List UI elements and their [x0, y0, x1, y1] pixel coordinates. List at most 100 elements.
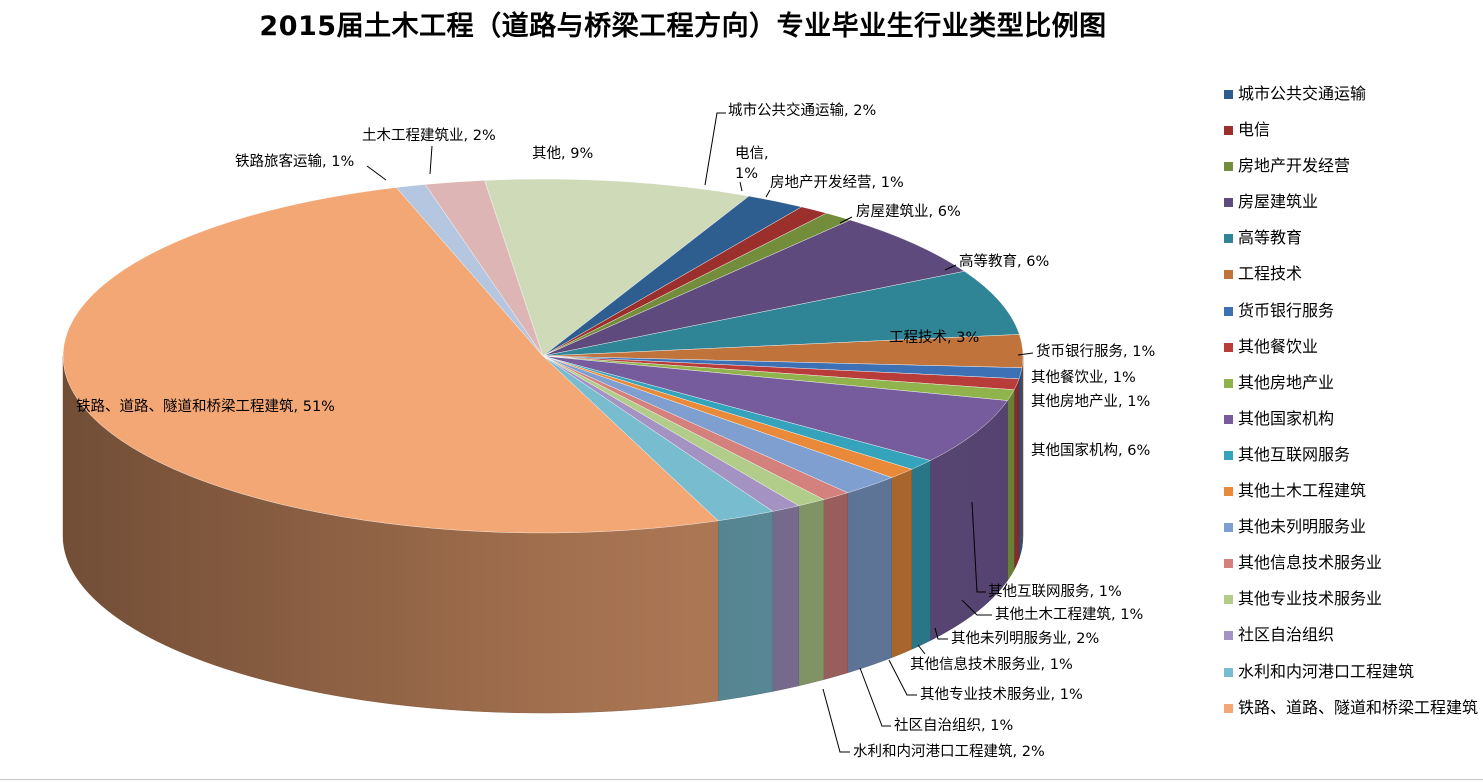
- legend-item: 其他土木工程建筑: [1224, 481, 1479, 517]
- legend-item: 其他互联网服务: [1224, 445, 1479, 481]
- pie-slice-5: [542, 271, 1020, 357]
- data-label-1: 城市公共交通运输, 2%: [728, 101, 876, 119]
- legend-label: 房地产开发经营: [1238, 156, 1351, 176]
- legend-swatch: [1224, 414, 1233, 424]
- data-label-0: 其他, 9%: [532, 145, 593, 162]
- bottom-divider: [0, 779, 1483, 780]
- legend-label: 其他房地产业: [1238, 372, 1335, 392]
- pie-slice-20: [424, 180, 544, 357]
- legend-swatch: [1224, 450, 1233, 460]
- legend-item: 其他专业技术服务业: [1224, 589, 1479, 625]
- data-label-6: 工程技术, 3%: [889, 329, 979, 346]
- leader-line-13: [934, 627, 948, 640]
- data-label-14: 其他信息技术服务业, 1%: [910, 656, 1073, 673]
- pie-slice-4: [542, 219, 965, 357]
- legend-swatch: [1224, 378, 1233, 388]
- legend-label: 房屋建筑业: [1238, 192, 1319, 212]
- data-label-3: 房地产开发经营, 1%: [770, 174, 904, 191]
- legend-swatch: [1224, 198, 1233, 208]
- chart-title: 2015届土木工程（道路与桥梁工程方向）专业毕业生行业类型比例图: [259, 11, 1107, 42]
- leader-line-15: [888, 659, 917, 696]
- leader-line-4: [839, 216, 853, 224]
- data-label-16: 社区自治组织, 1%: [894, 717, 1013, 734]
- legend-label: 城市公共交通运输: [1238, 84, 1367, 103]
- legend-swatch: [1224, 523, 1233, 533]
- legend-item: 其他国家机构: [1224, 409, 1479, 445]
- pie-side-shading: [63, 356, 1023, 713]
- legend-label: 其他专业技术服务业: [1238, 589, 1383, 609]
- legend-swatch: [1224, 270, 1233, 280]
- leader-line-11: [971, 501, 986, 593]
- leader-line-17: [822, 688, 850, 753]
- legend-item: 社区自治组织: [1224, 625, 1479, 661]
- data-labels: 其他, 9% 城市公共交通运输, 2% 电信, 1%房地产开发经营, 1% 房屋建筑业,…: [76, 101, 1155, 760]
- legend-label: 高等教育: [1238, 228, 1303, 248]
- legend-swatch: [1224, 90, 1233, 99]
- legend-item: 其他餐饮业: [1224, 337, 1479, 373]
- legend-swatch: [1224, 631, 1233, 641]
- legend-label: 货币银行服务: [1238, 300, 1335, 320]
- legend-label: 水利和内河港口工程建筑: [1238, 661, 1415, 681]
- legend-item: 其他未列明服务业: [1224, 517, 1479, 553]
- leader-line-2: [739, 181, 743, 192]
- legend-label: 电信: [1238, 120, 1271, 140]
- legend-item: 房屋建筑业: [1224, 192, 1479, 228]
- pie-slice-18: [62, 187, 719, 534]
- legend-label: 铁路、道路、隧道和桥梁工程建筑: [1238, 697, 1479, 717]
- data-label-18: 铁路、道路、隧道和桥梁工程建筑, 51%: [76, 398, 335, 415]
- leader-line-20: [429, 145, 433, 175]
- data-label-13: 其他未列明服务业, 2%: [951, 630, 1099, 647]
- leader-line-5: [944, 264, 957, 271]
- leader-line-3: [765, 189, 771, 198]
- leader-line-1: [704, 112, 726, 186]
- legend-item: 货币银行服务: [1224, 301, 1479, 337]
- legend-item: 高等教育: [1224, 228, 1479, 264]
- leader-line-14: [917, 644, 926, 655]
- legend-swatch: [1224, 162, 1233, 172]
- legend-item: 其他房地产业: [1224, 373, 1479, 409]
- data-label-8: 其他餐饮业, 1%: [1031, 369, 1136, 386]
- legend-swatch: [1224, 306, 1233, 316]
- leader-line-16: [859, 667, 891, 727]
- data-label-5: 高等教育, 6%: [959, 252, 1049, 270]
- leader-line-19: [366, 165, 387, 181]
- legend-label: 其他信息技术服务业: [1238, 553, 1383, 573]
- legend-label: 其他餐饮业: [1238, 336, 1319, 356]
- legend-label: 其他未列明服务业: [1238, 517, 1367, 537]
- pie-top-layer: [62, 178, 1024, 534]
- legend-label: 工程技术: [1238, 264, 1303, 284]
- legend-item: 水利和内河港口工程建筑: [1224, 662, 1479, 698]
- data-label-7: 货币银行服务, 1%: [1036, 343, 1155, 360]
- legend-label: 其他国家机构: [1238, 408, 1335, 428]
- legend-swatch: [1224, 703, 1233, 713]
- data-label-20: 土木工程建筑业, 2%: [362, 127, 496, 144]
- data-label-11: 其他互联网服务, 1%: [988, 583, 1122, 600]
- data-label-17: 水利和内河港口工程建筑, 2%: [853, 743, 1045, 760]
- legend-item: 其他信息技术服务业: [1224, 553, 1479, 589]
- data-label-4: 房屋建筑业, 6%: [856, 203, 961, 220]
- legend-item: 房地产开发经营: [1224, 156, 1479, 192]
- data-label-2: 电信, 1%: [735, 145, 769, 182]
- legend-swatch: [1224, 595, 1233, 605]
- legend-swatch: [1224, 487, 1233, 497]
- pie-slice-0: [484, 178, 750, 357]
- data-label-15: 其他专业技术服务业, 1%: [920, 686, 1083, 703]
- pie-slice-10: [542, 355, 1008, 461]
- legend-item: 电信: [1224, 120, 1479, 156]
- leader-line-12: [961, 599, 992, 616]
- data-label-10: 其他国家机构, 6%: [1031, 442, 1150, 459]
- legend-label: 其他土木工程建筑: [1238, 481, 1367, 501]
- legend-swatch: [1224, 234, 1233, 244]
- data-label-19: 铁路旅客运输, 1%: [235, 153, 354, 170]
- legend-swatch: [1224, 559, 1233, 569]
- data-label-9: 其他房地产业, 1%: [1031, 393, 1150, 410]
- legend: 城市公共交通运输 电信房地产开发经营 房屋建筑业高等教育工程技术货币银行服务 其他餐饮…: [1224, 84, 1479, 742]
- legend-item: 城市公共交通运输: [1224, 84, 1479, 120]
- legend-swatch: [1224, 342, 1233, 352]
- pie-side-layer: [62, 355, 1024, 714]
- leader-lines: [366, 112, 1034, 753]
- legend-swatch: [1224, 126, 1233, 136]
- legend-swatch: [1224, 667, 1233, 677]
- legend-label: 社区自治组织: [1238, 625, 1335, 645]
